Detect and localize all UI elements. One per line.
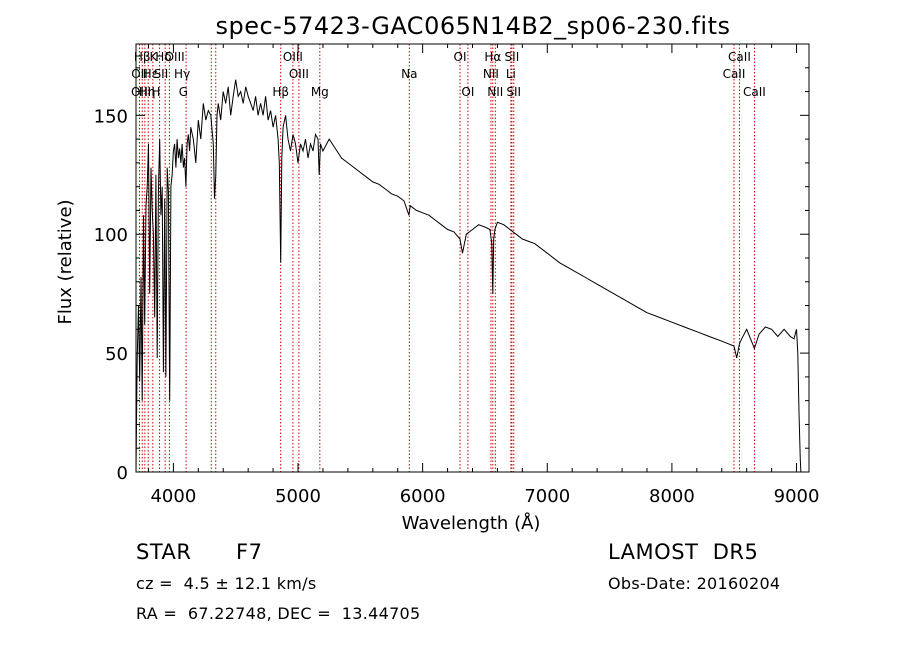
x-tick-label: 5000 bbox=[275, 486, 321, 507]
line-label: Hα bbox=[484, 50, 501, 64]
y-axis-label: Flux (relative) bbox=[55, 199, 76, 324]
line-label: OIII bbox=[165, 50, 185, 64]
x-tick-label: 9000 bbox=[774, 486, 820, 507]
line-label: Na bbox=[401, 67, 417, 81]
line-label: Hε bbox=[143, 67, 159, 81]
line-label: OI bbox=[454, 50, 467, 64]
line-label: Mg bbox=[311, 85, 329, 99]
x-tick-label: 6000 bbox=[400, 486, 446, 507]
x-tick-label: 4000 bbox=[150, 486, 196, 507]
line-label: CaII bbox=[723, 67, 746, 81]
line-label: Hη bbox=[139, 85, 156, 99]
line-label: OII bbox=[131, 67, 148, 81]
line-label: G bbox=[179, 85, 188, 99]
chart-title: spec-57423-GAC065N14B2_sp06-230.fits bbox=[215, 12, 730, 40]
line-label: SII bbox=[154, 67, 169, 81]
redshift: cz = 4.5 ± 12.1 km/s bbox=[136, 574, 317, 593]
x-tick-label: 7000 bbox=[524, 486, 570, 507]
object-class: STAR bbox=[136, 540, 192, 564]
y-tick-label: 100 bbox=[94, 225, 128, 246]
line-label: OI bbox=[461, 85, 474, 99]
survey-name: LAMOST DR5 bbox=[608, 540, 759, 564]
line-label: Li bbox=[506, 67, 516, 81]
line-label: SII bbox=[506, 85, 521, 99]
line-label: Hγ bbox=[174, 67, 190, 81]
line-label: K bbox=[150, 50, 159, 64]
coordinates: RA = 67.22748, DEC = 13.44705 bbox=[136, 604, 421, 623]
x-tick-label: 8000 bbox=[649, 486, 695, 507]
line-label: NII bbox=[487, 85, 503, 99]
line-label: SII bbox=[505, 50, 520, 64]
line-label: CaII bbox=[728, 50, 751, 64]
obs-date: Obs-Date: 20160204 bbox=[608, 574, 781, 593]
line-label: Hβ bbox=[134, 50, 151, 64]
line-label: NII bbox=[483, 67, 499, 81]
y-tick-label: 150 bbox=[94, 106, 128, 127]
y-tick-label: 0 bbox=[117, 463, 128, 484]
subclass: F7 bbox=[236, 540, 263, 564]
y-tick-label: 50 bbox=[105, 344, 128, 365]
line-label: H bbox=[151, 85, 160, 99]
x-axis-label: Wavelength (Å) bbox=[402, 512, 541, 534]
line-label: OIII bbox=[283, 50, 303, 64]
line-label: OIII bbox=[289, 67, 309, 81]
spectrum-line bbox=[135, 79, 802, 473]
line-label: Hδ bbox=[155, 50, 171, 64]
line-label: Hβ bbox=[272, 85, 289, 99]
plot-frame bbox=[135, 43, 810, 473]
line-label: CaII bbox=[743, 85, 766, 99]
